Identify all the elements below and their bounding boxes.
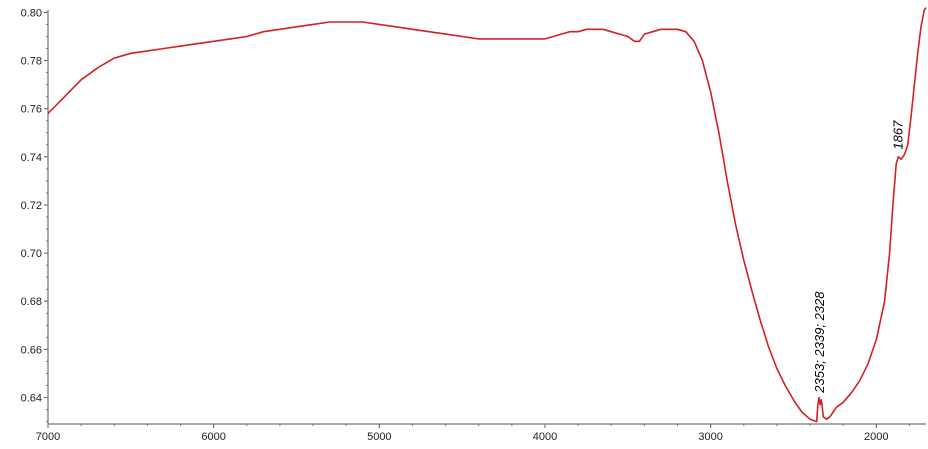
annotation-layer: 2353; 2339; 2328 1867 bbox=[812, 120, 905, 394]
y-tick-label: 0.70 bbox=[21, 248, 42, 260]
y-tick-label: 0.72 bbox=[21, 200, 42, 212]
peak-annotation: 1867 bbox=[890, 120, 905, 150]
y-tick-label: 0.74 bbox=[21, 152, 42, 164]
x-tick-label: 7000 bbox=[36, 431, 60, 443]
series-layer bbox=[47, 7, 927, 423]
x-tick-label: 2000 bbox=[864, 431, 888, 443]
y-tick-label: 0.80 bbox=[21, 7, 42, 19]
x-tick-group: 7000 6000 5000 4000 3000 2000 bbox=[36, 424, 910, 443]
x-tick-label: 5000 bbox=[367, 431, 391, 443]
x-tick-label: 3000 bbox=[698, 431, 722, 443]
y-tick-group: 0.64 0.66 0.68 0.70 0.72 0.74 0.76 0.78 0.80 bbox=[21, 7, 48, 423]
y-tick-label: 0.76 bbox=[21, 104, 42, 116]
y-tick-label: 0.68 bbox=[21, 296, 42, 308]
peak-annotation: 2353; 2339; 2328 bbox=[812, 291, 827, 394]
spectrum-line bbox=[47, 7, 927, 423]
y-tick-label: 0.78 bbox=[21, 56, 42, 68]
y-tick-label: 0.66 bbox=[21, 344, 42, 356]
x-tick-label: 4000 bbox=[533, 431, 557, 443]
x-tick-label: 6000 bbox=[201, 431, 225, 443]
y-tick-label: 0.64 bbox=[21, 393, 42, 405]
